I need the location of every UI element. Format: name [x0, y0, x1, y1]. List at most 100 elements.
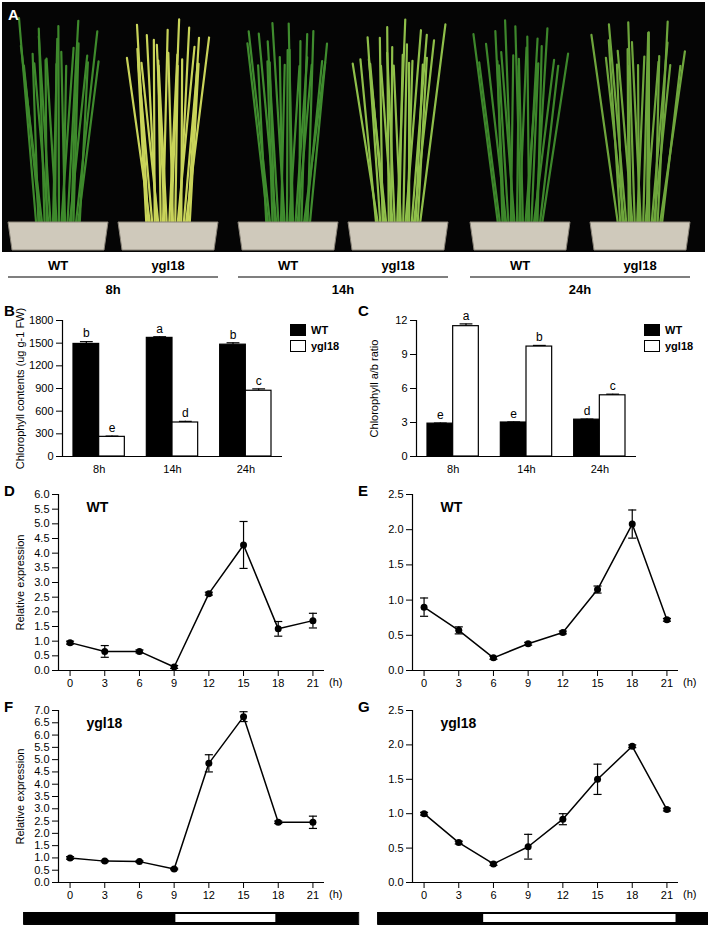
- svg-text:9: 9: [401, 348, 407, 360]
- svg-text:a: a: [156, 322, 163, 336]
- svg-text:0.5: 0.5: [388, 842, 403, 854]
- svg-text:e: e: [437, 408, 444, 422]
- svg-text:6: 6: [136, 677, 142, 689]
- svg-text:21: 21: [307, 889, 319, 901]
- svg-text:8h: 8h: [447, 463, 459, 475]
- svg-text:WT: WT: [87, 499, 109, 515]
- svg-text:5.0: 5.0: [34, 517, 49, 529]
- svg-text:18: 18: [272, 889, 284, 901]
- svg-text:12: 12: [203, 677, 215, 689]
- svg-text:0.0: 0.0: [388, 664, 403, 676]
- svg-text:1.5: 1.5: [34, 620, 49, 632]
- svg-text:24h: 24h: [569, 282, 591, 297]
- svg-text:9: 9: [525, 677, 531, 689]
- svg-text:4.5: 4.5: [34, 532, 49, 544]
- svg-text:Chlorophyll contents (ug g-1 F: Chlorophyll contents (ug g-1 FW): [14, 308, 26, 469]
- svg-text:2.5: 2.5: [388, 488, 403, 500]
- svg-text:(h): (h): [683, 888, 696, 900]
- svg-text:18: 18: [272, 677, 284, 689]
- svg-text:3: 3: [401, 416, 407, 428]
- svg-text:9: 9: [525, 889, 531, 901]
- svg-text:3: 3: [102, 677, 108, 689]
- svg-text:3: 3: [102, 889, 108, 901]
- svg-text:2.0: 2.0: [388, 738, 403, 750]
- svg-text:WT: WT: [48, 258, 68, 273]
- svg-text:1.0: 1.0: [388, 807, 403, 819]
- svg-text:6: 6: [490, 889, 496, 901]
- svg-text:2.0: 2.0: [34, 605, 49, 617]
- svg-text:0.5: 0.5: [34, 649, 49, 661]
- svg-text:1.0: 1.0: [388, 594, 403, 606]
- svg-text:0.5: 0.5: [388, 629, 403, 641]
- svg-text:0: 0: [421, 677, 427, 689]
- svg-text:21: 21: [661, 889, 673, 901]
- svg-text:24h: 24h: [237, 463, 255, 475]
- svg-text:ygl18: ygl18: [151, 258, 184, 273]
- svg-text:WT: WT: [441, 499, 463, 515]
- svg-text:6.0: 6.0: [34, 729, 49, 741]
- svg-text:e: e: [109, 421, 116, 435]
- svg-text:8h: 8h: [105, 282, 120, 297]
- svg-text:0: 0: [67, 677, 73, 689]
- svg-text:(h): (h): [329, 888, 342, 900]
- svg-text:5.0: 5.0: [34, 753, 49, 765]
- svg-text:3.0: 3.0: [34, 576, 49, 588]
- svg-text:WT: WT: [510, 258, 530, 273]
- svg-text:ygl18: ygl18: [87, 715, 123, 731]
- svg-text:15: 15: [591, 677, 603, 689]
- svg-text:1800: 1800: [29, 314, 53, 326]
- svg-text:2.5: 2.5: [34, 815, 49, 827]
- svg-text:3: 3: [456, 677, 462, 689]
- svg-text:15: 15: [591, 889, 603, 901]
- svg-text:5.5: 5.5: [34, 741, 49, 753]
- svg-text:Relative expression: Relative expression: [14, 749, 26, 845]
- svg-text:14h: 14h: [332, 282, 354, 297]
- svg-text:(h): (h): [683, 676, 696, 688]
- svg-text:15: 15: [237, 889, 249, 901]
- svg-text:(h): (h): [329, 676, 342, 688]
- svg-text:6.0: 6.0: [34, 488, 49, 500]
- svg-text:0: 0: [47, 450, 53, 462]
- svg-text:2.0: 2.0: [34, 827, 49, 839]
- svg-text:9: 9: [171, 889, 177, 901]
- svg-text:a: a: [463, 309, 470, 323]
- svg-text:b: b: [536, 330, 543, 344]
- svg-text:3.5: 3.5: [34, 561, 49, 573]
- svg-text:12: 12: [395, 314, 407, 326]
- svg-text:0: 0: [401, 450, 407, 462]
- svg-text:b: b: [83, 326, 90, 340]
- svg-text:1.5: 1.5: [388, 773, 403, 785]
- svg-text:0: 0: [421, 889, 427, 901]
- svg-text:1.0: 1.0: [34, 635, 49, 647]
- svg-text:Relative expression: Relative expression: [14, 535, 26, 631]
- svg-text:7.0: 7.0: [34, 704, 49, 716]
- svg-text:8h: 8h: [93, 463, 105, 475]
- svg-text:ygl18: ygl18: [441, 715, 477, 731]
- svg-text:6: 6: [401, 382, 407, 394]
- svg-text:6: 6: [490, 677, 496, 689]
- svg-text:d: d: [182, 406, 189, 420]
- svg-text:ygl18: ygl18: [623, 258, 656, 273]
- svg-text:d: d: [584, 404, 591, 418]
- svg-text:18: 18: [626, 889, 638, 901]
- svg-text:2.5: 2.5: [388, 704, 403, 716]
- svg-text:b: b: [230, 328, 237, 342]
- svg-text:1200: 1200: [29, 359, 53, 371]
- svg-text:0.0: 0.0: [34, 664, 49, 676]
- svg-text:1.0: 1.0: [34, 851, 49, 863]
- svg-text:6.5: 6.5: [34, 716, 49, 728]
- svg-text:5.5: 5.5: [34, 503, 49, 515]
- svg-text:0.5: 0.5: [34, 864, 49, 876]
- svg-text:24h: 24h: [591, 463, 609, 475]
- svg-text:4.0: 4.0: [34, 547, 49, 559]
- svg-text:21: 21: [307, 677, 319, 689]
- svg-text:21: 21: [661, 677, 673, 689]
- svg-text:0.0: 0.0: [34, 876, 49, 888]
- svg-text:e: e: [510, 407, 517, 421]
- svg-text:12: 12: [557, 889, 569, 901]
- svg-text:300: 300: [35, 427, 53, 439]
- svg-text:900: 900: [35, 382, 53, 394]
- svg-text:12: 12: [557, 677, 569, 689]
- svg-text:1.5: 1.5: [34, 839, 49, 851]
- svg-text:14h: 14h: [163, 463, 181, 475]
